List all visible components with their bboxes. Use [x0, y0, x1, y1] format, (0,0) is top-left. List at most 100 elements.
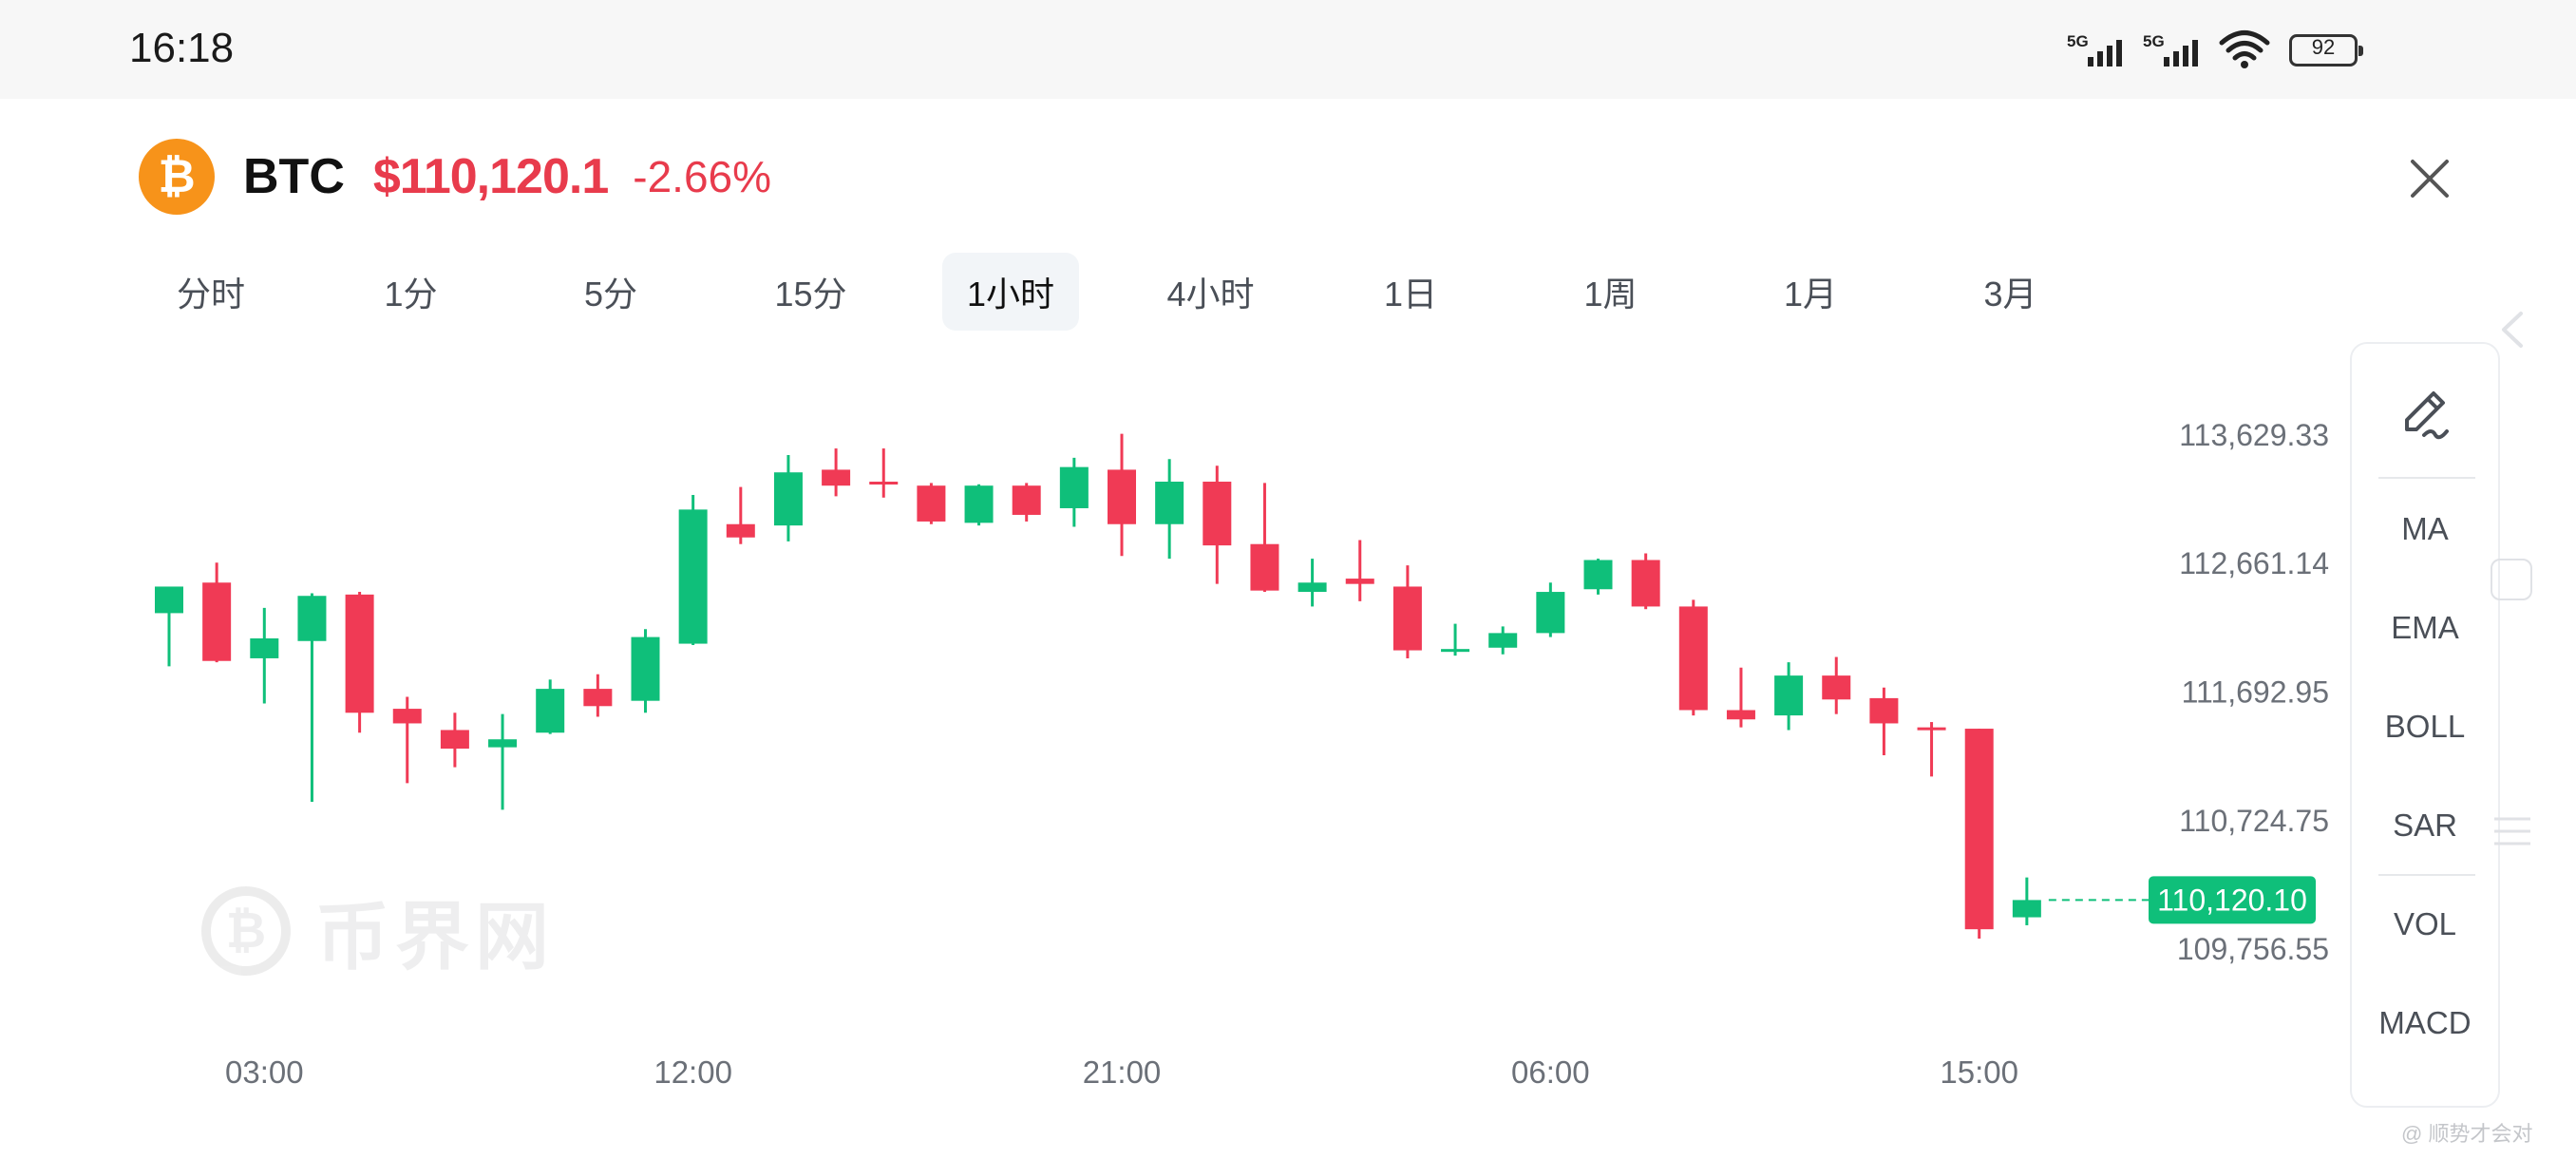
candle[interactable] — [392, 696, 422, 784]
indicator-boll[interactable]: BOLL — [2384, 709, 2466, 744]
candle[interactable] — [202, 562, 232, 663]
indicator-vol[interactable]: VOL — [2393, 906, 2457, 941]
tab-timeframe[interactable]: 1小时 — [942, 253, 1079, 331]
candle[interactable] — [1441, 623, 1470, 656]
y-tick-label: 111,692.95 — [2182, 674, 2329, 709]
candle[interactable] — [1250, 483, 1279, 593]
candle[interactable] — [1345, 540, 1374, 601]
tab-timeframe[interactable]: 1周 — [1583, 275, 1638, 314]
tab-timeframe[interactable]: 1月 — [1783, 275, 1838, 314]
watermark-logo-icon: ₿ — [201, 886, 291, 976]
candle[interactable] — [726, 486, 755, 544]
candle[interactable] — [1155, 459, 1184, 560]
candle[interactable] — [1392, 565, 1422, 658]
chevron-left-icon[interactable] — [2496, 308, 2529, 352]
credit-watermark: @ 顺势才会对 — [2401, 1117, 2532, 1148]
candle[interactable] — [250, 607, 279, 704]
tab-timeframe[interactable]: 4小时 — [1166, 275, 1255, 314]
candle-body — [1059, 466, 1089, 508]
pencil-draw-icon[interactable] — [2392, 382, 2460, 450]
watermark: ₿ 币界网 — [201, 878, 555, 984]
candle[interactable] — [1488, 626, 1518, 655]
candle[interactable] — [869, 448, 899, 498]
candle-body — [440, 730, 469, 750]
tab-timeframe[interactable]: 3月 — [1983, 275, 2037, 314]
candle-body — [488, 739, 518, 748]
candle[interactable] — [964, 484, 994, 526]
candle[interactable] — [440, 712, 469, 768]
last-price-badge — [2149, 876, 2316, 924]
candle[interactable] — [822, 448, 851, 497]
indicator-ema[interactable]: EMA — [2391, 610, 2459, 645]
candle[interactable] — [1297, 559, 1327, 607]
candle[interactable] — [1108, 433, 1136, 557]
candle[interactable] — [1012, 483, 1041, 522]
panel-divider — [2378, 874, 2475, 876]
candle[interactable] — [345, 592, 374, 733]
candle[interactable] — [1869, 687, 1899, 756]
candle-body — [773, 472, 803, 526]
y-tick-label: 110,724.75 — [2179, 804, 2329, 838]
x-tick-label: 15:00 — [1940, 1054, 2018, 1090]
current-price: $110,120.1 — [372, 149, 609, 204]
candle[interactable] — [1678, 599, 1708, 716]
candle[interactable] — [488, 713, 518, 810]
candle-body — [1964, 729, 1994, 930]
candle[interactable] — [1631, 553, 1660, 610]
candle-body — [202, 582, 232, 661]
candle[interactable] — [917, 483, 946, 524]
x-tick-label: 06:00 — [1511, 1054, 1590, 1090]
candle[interactable] — [1822, 656, 1851, 714]
candle[interactable] — [583, 674, 613, 717]
candle[interactable] — [2012, 877, 2041, 925]
candle[interactable] — [297, 593, 327, 802]
candle-body — [822, 469, 851, 486]
candle[interactable] — [155, 586, 183, 667]
tab-timeframe[interactable]: 1分 — [384, 275, 438, 314]
candle[interactable] — [1583, 559, 1613, 595]
candle-body — [964, 485, 994, 523]
candle[interactable] — [536, 679, 565, 734]
ticker-header: ₿ BTC $110,120.1 -2.66% — [139, 137, 771, 217]
candle[interactable] — [1059, 457, 1089, 527]
close-icon[interactable] — [2403, 152, 2456, 205]
indicator-macd[interactable]: MACD — [2378, 1005, 2472, 1040]
candle-body — [1869, 697, 1899, 724]
candle-body — [1012, 485, 1041, 515]
candle[interactable] — [1964, 729, 1994, 939]
candle[interactable] — [1917, 722, 1946, 777]
tab-timeframe[interactable]: 15分 — [774, 275, 847, 314]
candle-body — [1917, 727, 1946, 731]
candle-body — [1297, 582, 1327, 593]
tab-timeframe[interactable]: 5分 — [583, 275, 638, 314]
fullscreen-toggle-icon[interactable] — [2491, 559, 2532, 600]
candle[interactable] — [1774, 662, 1804, 731]
indicator-sar[interactable]: SAR — [2393, 808, 2457, 843]
cellular-signal-icon: 5G — [2143, 32, 2206, 70]
tab-timeframe[interactable]: 1日 — [1383, 275, 1438, 314]
candle-body — [155, 586, 183, 614]
status-time: 16:18 — [129, 25, 235, 71]
candle-body — [1583, 560, 1613, 590]
menu-lines-icon[interactable] — [2491, 809, 2534, 853]
candle-body — [1250, 543, 1279, 591]
candle-body — [1536, 592, 1565, 634]
candle-body — [1441, 649, 1470, 653]
candle[interactable] — [678, 494, 708, 645]
status-bar: 16:18 5G 5G 92 — [0, 0, 2576, 99]
candle-body — [917, 485, 946, 522]
candle-body — [250, 637, 279, 658]
candle[interactable] — [631, 629, 660, 713]
candle-body — [392, 709, 422, 724]
candlestick-chart[interactable]: 113,629.33 112,661.14 111,692.95 110,724.75… — [0, 342, 2346, 1112]
candle[interactable] — [1726, 667, 1755, 728]
candle[interactable] — [1203, 466, 1232, 584]
candle[interactable] — [1536, 582, 1565, 637]
status-icons: 5G 5G 92 — [2067, 28, 2363, 70]
candle-body — [1155, 482, 1184, 524]
indicator-ma[interactable]: MA — [2401, 511, 2449, 546]
candle-body — [1726, 710, 1755, 720]
tab-timeframe[interactable]: 分时 — [176, 275, 245, 314]
candle[interactable] — [773, 455, 803, 542]
cellular-signal-icon: 5G — [2067, 32, 2130, 70]
